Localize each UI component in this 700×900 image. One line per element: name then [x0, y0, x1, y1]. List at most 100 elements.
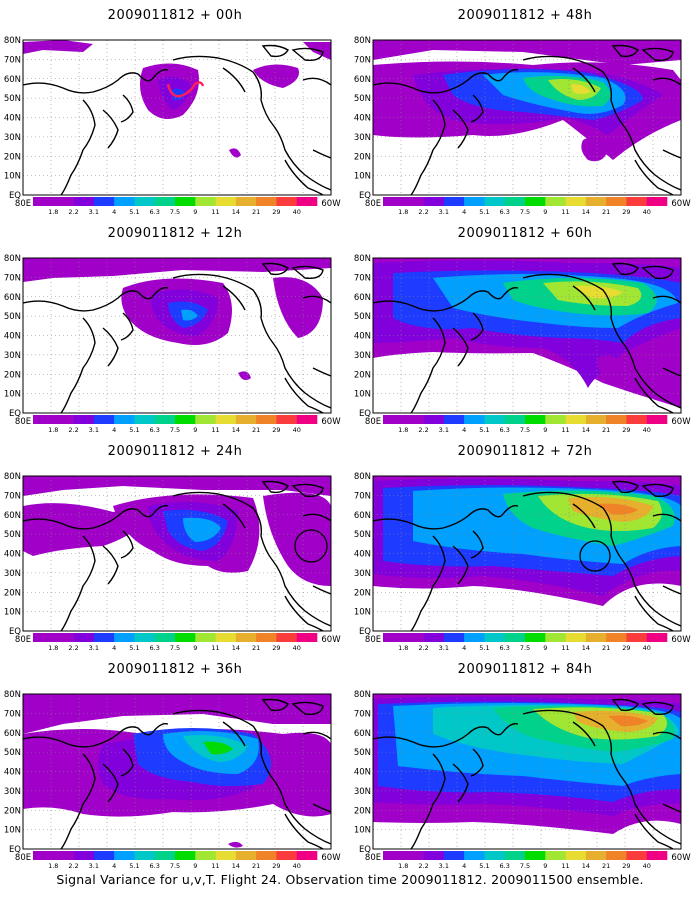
coastline — [641, 265, 674, 280]
coastline — [291, 701, 324, 716]
colorbar-label: 40 — [643, 208, 651, 216]
coastline — [222, 285, 246, 311]
colorbar-label: 7.5 — [520, 862, 530, 870]
colorbar-swatch — [504, 851, 526, 860]
coastline — [312, 803, 331, 813]
coastline — [312, 149, 331, 159]
colorbar-label: 5.1 — [479, 862, 489, 870]
colorbar-swatch — [215, 851, 237, 860]
colorbar-label: 7.5 — [520, 644, 530, 652]
coastline — [641, 483, 674, 498]
colorbar-label: 3.1 — [439, 644, 449, 652]
colorbar-swatch — [276, 851, 298, 860]
colorbar-label: 11 — [211, 208, 219, 216]
lon-tick-label: 60W — [321, 417, 341, 427]
colorbar-swatch — [134, 851, 156, 860]
colorbar-label: 2.2 — [68, 208, 78, 216]
coastline — [302, 295, 331, 304]
colorbar-swatch — [296, 851, 318, 860]
coastline — [652, 77, 681, 86]
variance-contour — [171, 88, 186, 101]
colorbar-label: 40 — [293, 644, 301, 652]
coastline — [572, 503, 596, 529]
colorbar-swatch — [585, 415, 607, 424]
variance-map: 80N70N60N50N40N30N20N10NEQ80E100E120E140… — [4, 36, 341, 216]
colorbar-swatch — [585, 197, 607, 206]
lat-tick-label: 30N — [4, 133, 21, 143]
coastline — [572, 721, 596, 747]
colorbar-swatch — [33, 197, 54, 206]
colorbar-label: 3.1 — [89, 426, 99, 434]
colorbar-label: 14 — [232, 426, 240, 434]
variance-contour — [597, 355, 623, 377]
lat-tick-label: 30N — [4, 351, 21, 361]
coastline — [284, 813, 324, 849]
lon-tick-label: 60W — [321, 853, 341, 863]
lat-tick-label: 60N — [354, 75, 371, 85]
colorbar-swatch — [114, 851, 135, 860]
lat-tick-label: 80N — [4, 254, 21, 264]
figure-caption: Signal Variance for u,v,T. Flight 24. Ob… — [56, 872, 644, 887]
colorbar-label: 11 — [211, 426, 219, 434]
lat-tick-label: 40N — [354, 332, 371, 342]
coastline — [470, 94, 484, 123]
coastline — [373, 68, 519, 94]
lat-tick-label: 60N — [354, 511, 371, 521]
lat-tick-label: EQ — [359, 627, 371, 637]
coastline — [410, 317, 446, 413]
colorbar-label: 7.5 — [170, 862, 180, 870]
coastline — [522, 709, 681, 845]
coastline — [222, 721, 246, 747]
coastline — [572, 285, 596, 311]
colorbar-swatch — [296, 197, 318, 206]
colorbar-label: 40 — [643, 426, 651, 434]
lon-tick-label: 80E — [15, 417, 31, 427]
colorbar-label: 2.2 — [68, 862, 78, 870]
colorbar-swatch — [134, 415, 156, 424]
colorbar-label: 6.3 — [500, 426, 510, 434]
colorbar-label: 6.3 — [500, 208, 510, 216]
variance-contour — [183, 517, 221, 542]
colorbar-label: 29 — [622, 862, 630, 870]
variance-map: 80N70N60N50N40N30N20N10NEQ80E100E120E140… — [4, 690, 341, 870]
lat-tick-label: 70N — [4, 709, 21, 719]
colorbar-label: 5.1 — [479, 426, 489, 434]
colorbar-swatch — [134, 633, 156, 642]
coastline — [291, 265, 324, 280]
coastline — [652, 513, 681, 522]
lat-tick-label: 70N — [354, 491, 371, 501]
lon-tick-label: 80E — [15, 853, 31, 863]
coastline — [120, 94, 134, 123]
colorbar-swatch — [296, 415, 318, 424]
colorbar-swatch — [383, 415, 404, 424]
lat-tick-label: 80N — [354, 472, 371, 482]
colorbar-swatch — [626, 197, 648, 206]
coastline — [172, 491, 331, 627]
variance-contour — [253, 64, 299, 88]
forecast-panel-00h: 2009011812 + 00h 80N 70N 60N 50N 40N 30N 20N 10N… — [0, 0, 350, 225]
colorbar-swatch — [646, 851, 668, 860]
coastline — [172, 273, 331, 409]
colorbar-label: 40 — [643, 862, 651, 870]
colorbar-swatch — [443, 851, 465, 860]
coastline — [284, 377, 324, 413]
colorbar-label: 14 — [582, 426, 590, 434]
colorbar-label: 4 — [112, 426, 116, 434]
colorbar-swatch — [443, 633, 465, 642]
coastline — [611, 44, 639, 58]
coastline — [452, 763, 469, 803]
colorbar-label: 21 — [252, 208, 260, 216]
lon-tick-label: 60W — [671, 417, 691, 427]
colorbar-swatch — [423, 197, 445, 206]
colorbar-swatch — [53, 851, 74, 860]
colorbar-swatch — [235, 415, 257, 424]
colorbar-label: 21 — [252, 862, 260, 870]
panel-title: 2009011812 + 60h — [457, 226, 593, 241]
lat-tick-label: 40N — [4, 550, 21, 560]
colorbar-swatch — [134, 197, 156, 206]
coastline — [662, 585, 681, 595]
lat-tick-label: 40N — [354, 114, 371, 124]
colorbar-label: 29 — [272, 426, 280, 434]
variance-contour — [229, 148, 241, 158]
coastline — [522, 273, 681, 409]
